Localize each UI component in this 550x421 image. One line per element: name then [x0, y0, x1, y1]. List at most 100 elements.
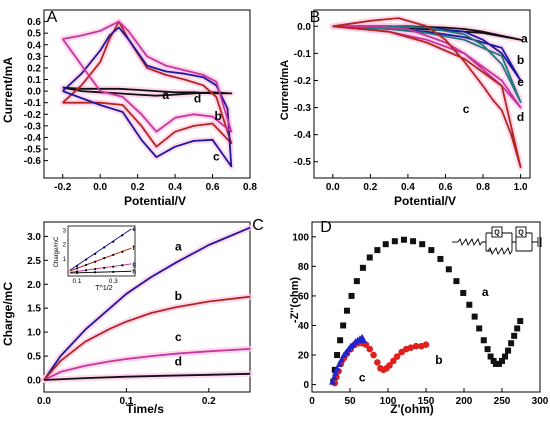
panel-d-x-tick-label: 150	[418, 396, 435, 407]
panel-b-y-tick-label: -0.2	[294, 76, 312, 87]
panel-b-y-tick-label: -0.4	[294, 130, 312, 141]
panel-b-y-tick-label: -0.3	[294, 103, 312, 114]
panel-c-y-tick-label: 1.0	[27, 328, 41, 339]
panel-d-series-a-point	[359, 264, 366, 271]
circuit-capacitor	[537, 237, 542, 247]
panel-d-curve-label: a	[482, 285, 489, 299]
panel-d-series-a-point	[437, 255, 444, 262]
panel-c-curve-label: a	[175, 240, 182, 254]
inset-marker	[112, 270, 115, 273]
panel-d-x-axis-label: Z'(ohm)	[390, 402, 434, 416]
panel-d-x-tick-label: 100	[380, 396, 397, 407]
panel-c-x-axis-label: Time/s	[126, 402, 164, 416]
panel-c-y-tick-label: 2.0	[27, 280, 41, 291]
inset-x-tick-label: 0.3	[109, 278, 118, 285]
panel-b-frame	[313, 9, 531, 179]
panel-d-x-tick-label: 200	[456, 396, 473, 407]
inset-y-tick-label: 2	[63, 243, 67, 249]
inset-line-label: f	[132, 246, 135, 252]
panel-d-series-b-point	[386, 362, 393, 369]
inset-x-axis-label: T^1/2	[95, 285, 112, 292]
circuit-cpe-2	[515, 226, 527, 238]
panel-d-plot-area: 0 50 100 150 200 250 300 0 20 40 60 80 100 a b c Q Q	[292, 221, 549, 407]
panel-a-curve-label: a	[162, 88, 169, 102]
panel-b-plot-area: 0.0 0.2 0.4 0.6 0.8 1.0 -0.5 -0.4 -0.3 -0.2 -0.1 0.…	[294, 9, 531, 193]
panel-d-series-a-point	[505, 347, 512, 354]
panel-a: Current/mA Potential/V A -0.2 0.0 0.2 0.4 0.…	[1, 9, 257, 208]
panel-d-series-a-point	[337, 337, 344, 344]
inset-series-e	[69, 228, 132, 271]
panel-d-series-a-point	[348, 292, 355, 299]
panel-a-y-tick-label: -0.1	[24, 98, 42, 109]
panel-a-y-tick-label: -0.2	[24, 110, 42, 121]
circuit-wire	[502, 232, 516, 251]
panel-b-y-axis-label: Current/mA	[279, 60, 291, 121]
panel-d-y-tick-label: 40	[298, 321, 310, 332]
equivalent-circuit	[452, 226, 542, 256]
panel-a-series-d	[61, 20, 233, 133]
panel-d-series-a-point	[343, 307, 350, 314]
inset-marker	[103, 257, 106, 260]
panel-c-series-d	[43, 372, 251, 381]
panel-d-series-a-point	[366, 254, 373, 261]
panel-c-y-axis-label: Charge/mC	[1, 282, 15, 346]
panel-d-series-a-point	[334, 352, 341, 359]
inset-marker	[75, 267, 79, 270]
panel-c-y-tick-label: 3.0	[27, 232, 41, 243]
panel-d-series-b-point	[393, 353, 401, 360]
panel-a-curve-label: c	[213, 150, 220, 164]
panel-a-x-tick-label: 0.6	[206, 182, 220, 193]
panel-d-series-c-point	[330, 373, 338, 381]
panel-d-series-c-point	[332, 369, 340, 376]
panel-a-series-a	[62, 86, 233, 97]
panel-b-y-tick-label: 0.0	[297, 22, 311, 33]
panel-d-series-a-point	[340, 322, 347, 329]
panel-d-series-a-point	[353, 278, 360, 285]
inset-marker	[121, 264, 124, 267]
panel-d-series-c-point	[338, 355, 346, 363]
panel-b-curve-label: e	[517, 75, 524, 89]
inset-marker	[112, 265, 115, 268]
panel-a-x-tick-label: 0.2	[131, 182, 145, 193]
panel-d-y-axis-label: -Z''(ohm)	[289, 277, 301, 323]
panel-b-curve-label: a	[521, 32, 528, 46]
panel-a-series-b	[62, 20, 233, 148]
panel-d-series-a-point	[374, 247, 381, 254]
panel-a-frame	[43, 9, 251, 179]
inset-y-axis-label: Charge/mC	[54, 236, 60, 267]
inset-marker	[94, 260, 97, 263]
panel-b-letter: B	[310, 9, 321, 26]
panel-d-series-a-point	[508, 340, 515, 347]
panel-c-x-tick-label: 0.1	[119, 396, 133, 407]
inset-marker	[94, 268, 97, 271]
panel-a-y-tick-label: -0.4	[24, 133, 42, 144]
inset-marker	[103, 246, 106, 249]
panel-d-series-a-point	[400, 236, 407, 243]
panel-a-y-tick-label: 0.2	[27, 63, 41, 74]
panel-d-curve-label: c	[359, 371, 366, 385]
panel-d-y-tick-label: 0	[303, 380, 309, 391]
panel-d-x-tick-label: 0	[309, 396, 315, 407]
panel-c-y-tick-label: 2.5	[27, 256, 41, 267]
panel-b-series-c	[332, 17, 522, 169]
panel-d-series-a-point	[410, 238, 417, 245]
panel-d-series-c-point	[329, 378, 337, 385]
panel-d-series-a-point	[514, 325, 521, 332]
panel-d-series-a-point	[492, 360, 499, 367]
panel-a-y-tick-label: 0.1	[27, 75, 41, 86]
panel-a-y-tick-label: 0.3	[27, 52, 41, 63]
panel-d-series-a-point	[419, 241, 426, 248]
panel-d-series-a-point	[487, 353, 494, 360]
circuit-wire	[482, 232, 492, 252]
inset-marker	[75, 264, 79, 268]
panel-a-curve-label: d	[194, 92, 201, 106]
circuit-resistor	[487, 246, 513, 256]
inset-y-tick-label: 3	[63, 228, 67, 234]
panel-c-curve-label: c	[175, 330, 182, 344]
panel-d-x-tick-label: 50	[344, 396, 356, 407]
panel-b-y-tick-label: -0.5	[294, 157, 312, 168]
panel-d-y-tick-label: 20	[298, 351, 310, 362]
panel-c-x-tick-label: 0.2	[202, 396, 216, 407]
panel-d-curve-label: b	[435, 353, 442, 367]
panel-b: Current/mA Potential/V B 0.0 0.2 0.4 0.6 0.8…	[279, 9, 531, 208]
